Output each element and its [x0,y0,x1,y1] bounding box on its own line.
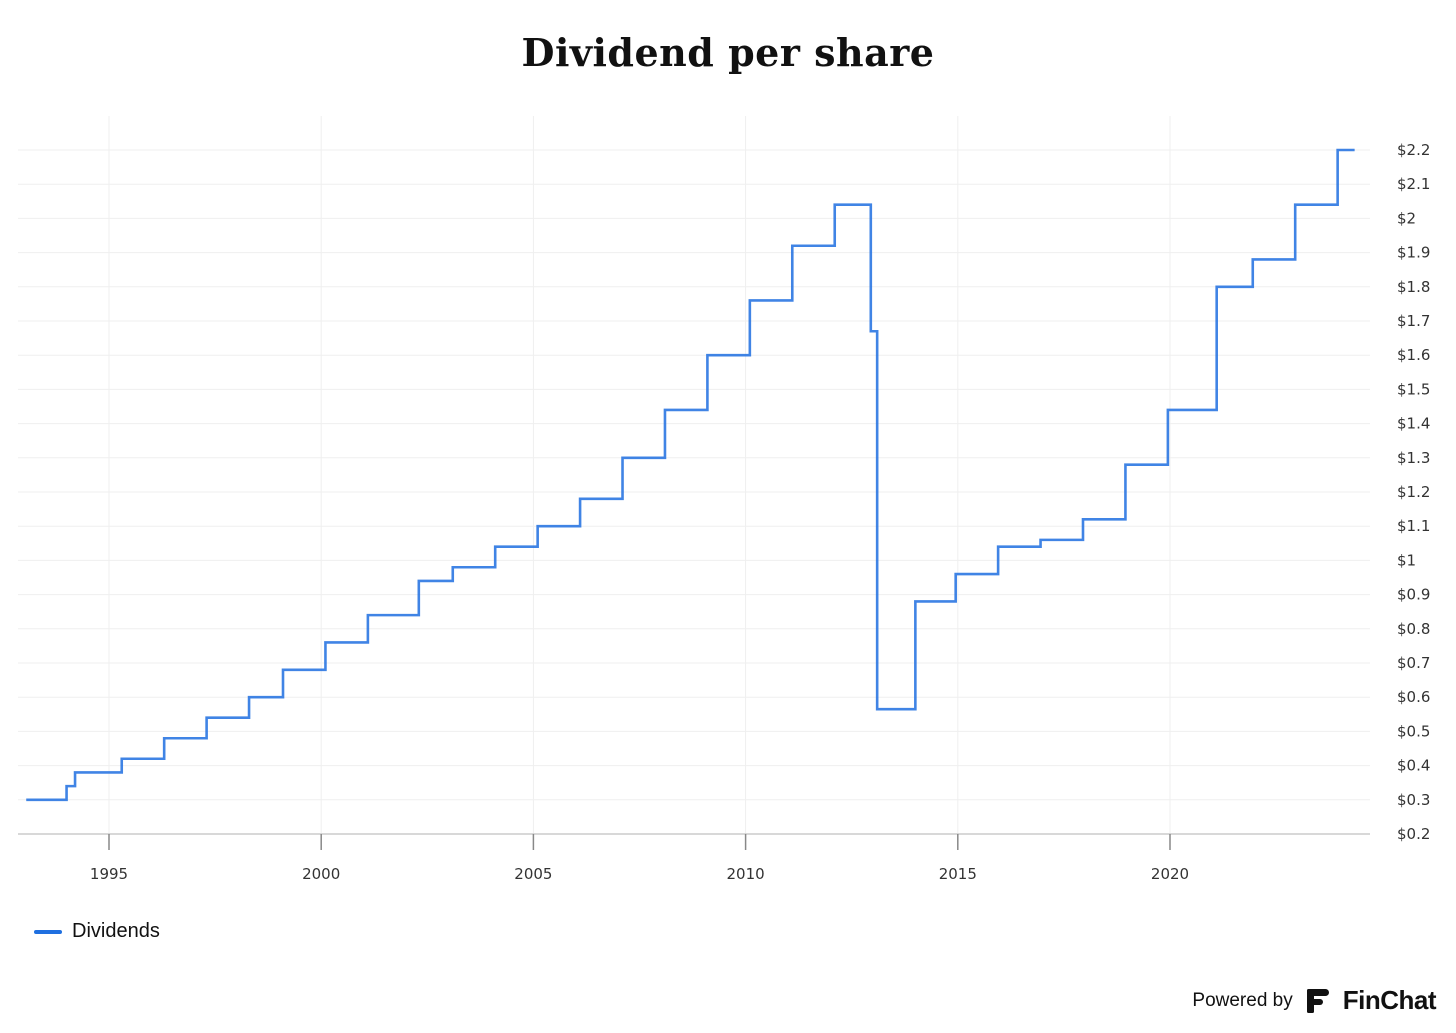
y-tick-label: $1.3 [1397,449,1430,467]
y-tick-label: $2 [1397,209,1416,227]
x-tick-label: 2015 [939,865,977,883]
y-tick-label: $0.6 [1397,688,1430,706]
series-line-dividends[interactable] [26,148,1355,802]
x-tick-label: 2000 [302,865,340,883]
y-tick-label: $0.7 [1397,654,1430,672]
y-tick-label: $1.2 [1397,483,1430,501]
chart-title: Dividend per share [521,30,935,75]
y-tick-label: $1.4 [1397,415,1430,433]
legend-swatch [34,929,62,934]
y-tick-label: $2.1 [1397,175,1430,193]
x-tick-label: 2010 [727,865,765,883]
y-tick-label: $1 [1397,551,1416,569]
legend-label-dividends: Dividends [72,920,160,942]
y-tick-label: $1.7 [1397,312,1430,330]
branding[interactable]: Powered by FinChat [1192,985,1436,1016]
y-tick-label: $1.9 [1397,244,1430,262]
powered-by-label: Powered by [1192,989,1293,1011]
x-axis-ticks: 1995 2000 2005 2010 2015 2020 [90,834,1189,883]
y-tick-label: $1.1 [1397,517,1430,535]
brand-name: FinChat [1342,985,1437,1015]
y-tick-label: $0.8 [1397,620,1430,638]
y-tick-label: $0.9 [1397,586,1430,604]
x-tick-label: 2020 [1151,865,1189,883]
x-tick-label: 2005 [514,865,552,883]
horizontal-grid [18,149,1370,801]
y-tick-label: $1.6 [1397,346,1430,364]
y-tick-label: $0.3 [1397,791,1430,809]
y-tick-label: $0.5 [1397,722,1430,740]
y-tick-label: $0.2 [1397,825,1430,843]
legend[interactable]: Dividends [34,920,160,943]
series-layer [26,148,1355,802]
y-tick-label: $1.5 [1397,380,1430,398]
y-axis-labels: $0.2 $0.3 $0.4 $0.5 $0.6 $0.7 $0.8 $0.9 $1 $1.1 $1… [1397,141,1430,843]
x-tick-label: 1995 [90,865,128,883]
y-tick-label: $0.4 [1397,757,1430,775]
y-tick-label: $1.8 [1397,278,1430,296]
vertical-grid [108,116,1171,834]
y-tick-label: $2.2 [1397,141,1430,159]
finchat-logo-icon [1306,988,1329,1013]
